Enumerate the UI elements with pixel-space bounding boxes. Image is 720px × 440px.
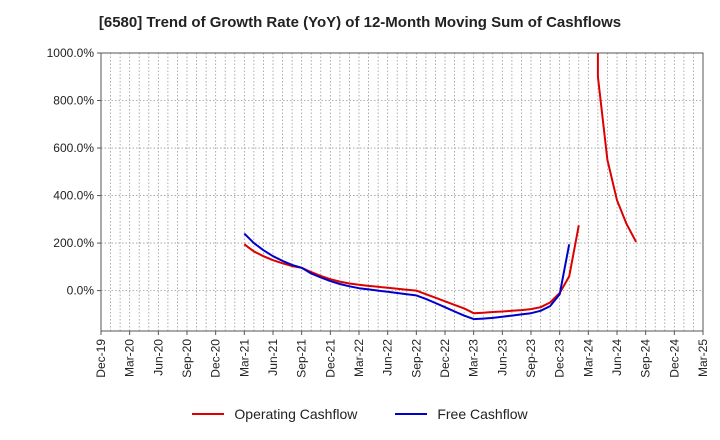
chart-legend: Operating Cashflow Free Cashflow (0, 406, 720, 422)
legend-swatch-free-cashflow (395, 413, 428, 415)
x-tick-label: Sep-21 (295, 339, 309, 378)
x-tick-label: Mar-20 (123, 339, 137, 377)
y-tick-label: 800.0% (53, 94, 94, 108)
x-tick-label: Mar-22 (352, 339, 366, 377)
series-line-free-cashflow (243, 232, 571, 321)
x-tick-label: Jun-23 (495, 339, 509, 376)
x-tick-label: Sep-23 (524, 339, 538, 378)
x-tick-label: Dec-24 (667, 339, 681, 378)
x-tick-label: Sep-22 (409, 339, 423, 378)
x-tick-label: Sep-24 (639, 339, 653, 378)
chart-title: [6580] Trend of Growth Rate (YoY) of 12-… (98, 14, 622, 31)
legend-label-operating-cashflow: Operating Cashflow (234, 406, 358, 422)
y-tick-label: 1000.0% (47, 46, 95, 60)
legend-swatch-operating-cashflow (192, 413, 225, 415)
x-tick-label: Jun-22 (381, 339, 395, 376)
x-tick-label: Jun-24 (610, 339, 624, 376)
legend-item-free-cashflow: Free Cashflow (395, 406, 528, 422)
legend-item-operating-cashflow: Operating Cashflow (192, 406, 357, 422)
x-tick-label: Dec-21 (323, 339, 337, 378)
legend-label-free-cashflow: Free Cashflow (437, 406, 528, 422)
x-tick-label: Sep-20 (180, 339, 194, 378)
x-tick-label: Mar-25 (696, 339, 710, 377)
plot-frame (100, 52, 704, 332)
x-tick-label: Mar-23 (467, 339, 481, 377)
x-tick-label: Mar-24 (581, 339, 595, 377)
series-line-operating-cashflow (596, 53, 637, 243)
x-tick-label: Dec-23 (553, 339, 567, 378)
x-tick-label: Dec-22 (438, 339, 452, 378)
y-tick-label: 0.0% (67, 284, 95, 298)
x-tick-label: Jun-20 (151, 339, 165, 376)
x-tick-label: Jun-21 (266, 339, 280, 376)
x-tick-label: Dec-19 (94, 339, 108, 378)
y-tick-label: 400.0% (53, 189, 94, 203)
x-tick-label: Mar-21 (237, 339, 251, 377)
y-tick-label: 600.0% (53, 141, 94, 155)
x-tick-label: Dec-20 (209, 339, 223, 378)
y-tick-label: 200.0% (53, 236, 94, 250)
plot-area (101, 53, 703, 331)
